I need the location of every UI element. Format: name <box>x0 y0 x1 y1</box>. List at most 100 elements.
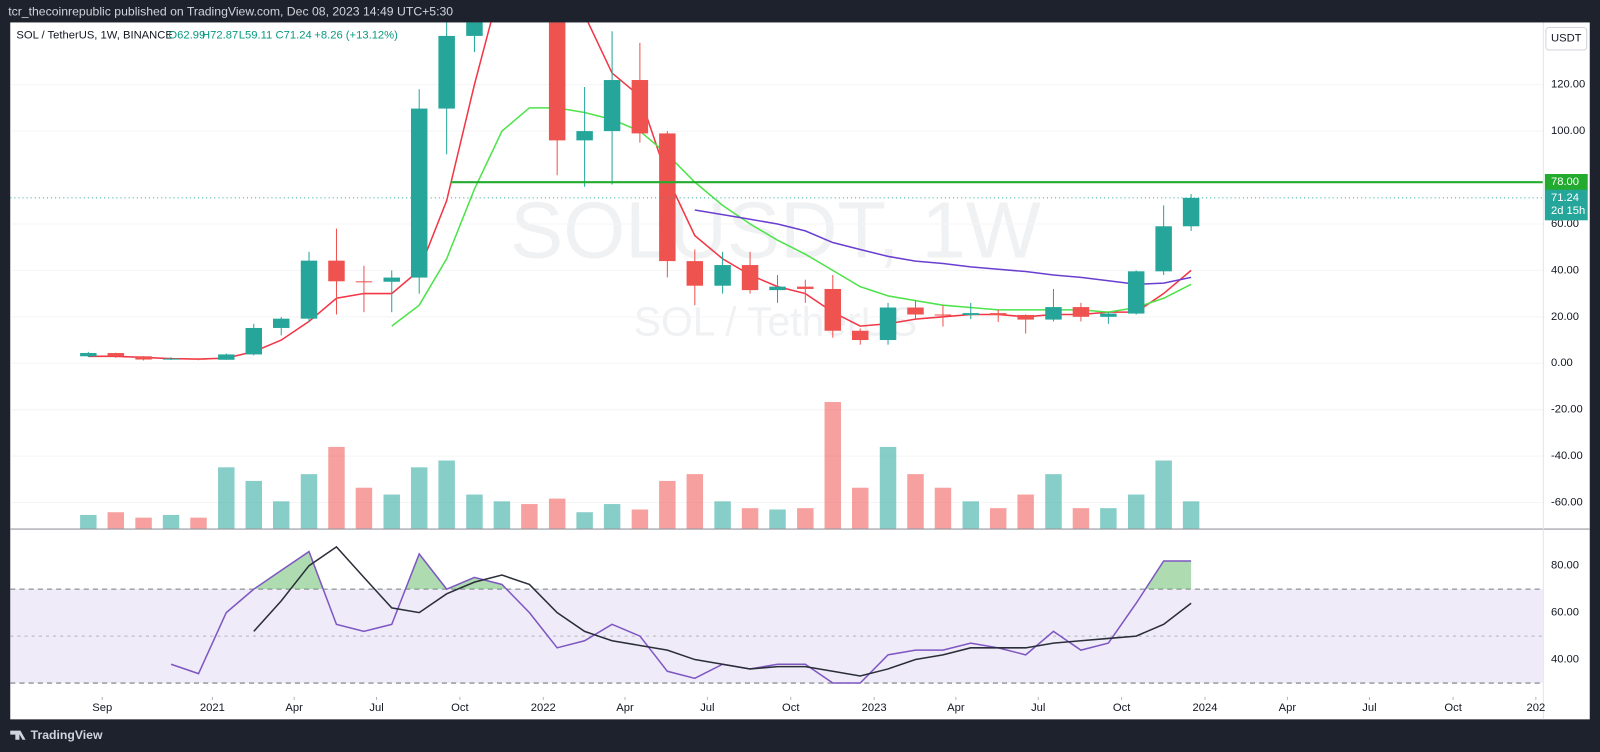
volume-bar <box>1182 501 1200 529</box>
volume-bar <box>272 501 290 529</box>
indicator-line <box>694 209 1192 286</box>
volume-bar <box>603 504 621 529</box>
candle-body <box>989 313 1007 315</box>
volume-bar <box>797 508 814 529</box>
watermark: SOL / TetherUS <box>634 298 917 344</box>
candle-body <box>1127 271 1145 314</box>
x-tick-label: Apr <box>947 702 965 714</box>
candle-body <box>355 281 373 283</box>
candle-body <box>741 265 759 291</box>
candle-body <box>328 260 345 282</box>
y-tick-label: 0.00 <box>1551 357 1573 369</box>
volume-bar <box>879 446 897 529</box>
x-tick-label: Oct <box>451 702 469 714</box>
candle-body <box>135 356 152 360</box>
candle-body <box>1182 197 1200 227</box>
candle-body <box>907 307 924 315</box>
candle-body <box>879 307 897 341</box>
candle-body <box>466 22 483 36</box>
x-tick-label: 2021 <box>200 702 225 714</box>
volume-bar <box>824 402 842 529</box>
y-tick-label: -20.00 <box>1551 404 1583 416</box>
volume-bar <box>934 487 952 529</box>
indicator-line <box>253 545 1192 677</box>
x-tick-label: Apr <box>285 702 303 714</box>
countdown-label: 2d 15h <box>1551 205 1585 217</box>
volume-bar <box>1155 460 1172 529</box>
candle-body <box>300 260 318 319</box>
x-tick-label: Apr <box>616 702 634 714</box>
candle-body <box>383 277 400 282</box>
last-price-label: 71.24 <box>1551 192 1579 204</box>
x-tick-label: Jul <box>1362 702 1376 714</box>
volume-bar <box>328 446 345 529</box>
candle-body <box>1155 226 1172 272</box>
footer-brand: TradingView <box>31 728 103 742</box>
volume-bar <box>714 501 731 529</box>
candle-body <box>190 358 207 360</box>
y-tick-label: 60.00 <box>1551 218 1579 230</box>
candle-body <box>1017 314 1034 320</box>
y-tick-label: -40.00 <box>1551 450 1583 462</box>
x-tick-label: Jul <box>1031 702 1045 714</box>
x-tick-label: Oct <box>1113 702 1131 714</box>
ohlc-high: H72.87 <box>202 30 238 42</box>
volume-bar <box>548 498 566 529</box>
symbol: SOL / TetherUS, 1W, BINANCE <box>16 30 172 42</box>
volume-bar <box>1017 494 1034 529</box>
y-tick-label: -60.00 <box>1551 497 1583 509</box>
candle-body <box>852 330 869 341</box>
ohlc-open: O62.99 <box>168 30 205 42</box>
y-tick-label: 40.00 <box>1551 264 1579 276</box>
candle-body <box>686 261 704 286</box>
candle-body <box>962 313 979 315</box>
candle-body <box>438 35 455 109</box>
x-tick-label: Oct <box>782 702 800 714</box>
chart-area <box>10 22 1590 720</box>
volume-bar <box>107 512 125 529</box>
volume-bar <box>410 467 428 529</box>
volume-bar <box>659 480 676 529</box>
currency-button[interactable] <box>1545 27 1588 51</box>
candle-body <box>548 22 566 141</box>
volume-bar <box>190 517 207 529</box>
currency-label[interactable]: USDT <box>1551 33 1582 45</box>
y-tick-label: 20.00 <box>1551 311 1579 323</box>
ohlc-change: +8.26 (+13.12%) <box>314 30 398 42</box>
legend: SOL / TetherUS, 1W, BINANCE O62.99 H72.8… <box>16 30 398 42</box>
ohlc-low: L59.11 <box>239 30 272 42</box>
candle-body <box>1045 307 1062 320</box>
candle-body <box>824 288 842 331</box>
candle-body <box>1072 307 1090 317</box>
candle-body <box>162 358 180 360</box>
volume-bar <box>300 474 318 529</box>
candle-body <box>245 327 263 355</box>
volume-bar <box>383 494 400 529</box>
x-tick-label: Oct <box>1444 702 1462 714</box>
y-tick-label: 100.00 <box>1551 125 1585 137</box>
x-tick-label: Sep <box>92 702 112 714</box>
candle-body <box>769 286 786 291</box>
volume-bar <box>135 517 152 529</box>
x-tick-label: Jul <box>700 702 714 714</box>
y-tick-label: 120.00 <box>1551 79 1585 91</box>
candle-body <box>631 80 649 134</box>
volume-bar <box>355 487 373 529</box>
x-tick-label: 202 <box>1527 702 1546 714</box>
y-tick-label: 60.00 <box>1551 607 1579 619</box>
volume-bar <box>769 509 786 529</box>
candle-body <box>410 108 428 278</box>
rsi-pane <box>10 545 1543 684</box>
last-price-tag <box>1544 189 1588 221</box>
volume-bar <box>1045 474 1062 529</box>
volume-bar <box>686 474 704 529</box>
volume-bar <box>466 494 483 529</box>
volume-bar <box>162 514 180 529</box>
volume-bar <box>521 504 538 529</box>
volume-bar <box>631 509 649 529</box>
x-tick-label: 2024 <box>1193 702 1218 714</box>
candle-body <box>80 353 97 357</box>
volume-bar <box>1072 508 1090 529</box>
